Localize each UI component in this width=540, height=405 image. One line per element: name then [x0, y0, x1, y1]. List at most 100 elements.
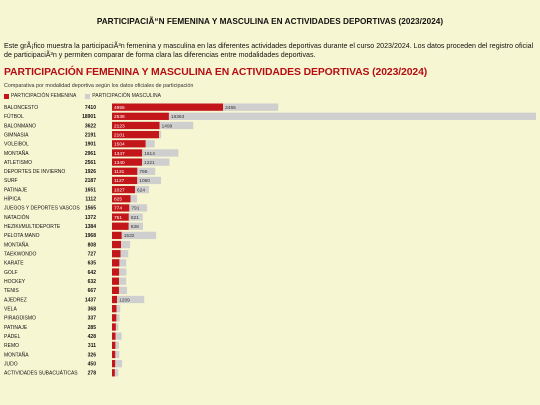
bar-female: [112, 350, 116, 359]
total-label: 285: [88, 325, 97, 331]
bar-female: [112, 240, 122, 249]
category-label: BALONMANO: [4, 123, 36, 129]
category-label: PIRAGÜISMO: [4, 315, 36, 322]
total-label: 1565: [85, 206, 96, 212]
data-label-male: 1499: [162, 123, 173, 129]
bar-female: [112, 369, 115, 377]
category-label: ACTIVIDADES SUBACUÁTICAS: [4, 370, 78, 377]
bar-male: [119, 259, 127, 267]
total-label: 1384: [85, 224, 96, 230]
bar-male: [223, 103, 279, 111]
category-label: JUDO: [4, 361, 18, 367]
category-label: ATLETISMO: [4, 160, 32, 166]
bar-male: [168, 112, 536, 120]
data-label-female: 1131: [114, 169, 125, 175]
bar-female: [112, 268, 120, 276]
bar-female: [112, 359, 116, 368]
data-label-male: 621: [131, 215, 139, 221]
bar-male: [137, 176, 162, 185]
bar-male: [116, 305, 121, 313]
category-label: VELA: [4, 306, 17, 312]
bar-male: [130, 195, 137, 203]
data-label-male: 1221: [144, 160, 155, 166]
bar-female: [112, 103, 224, 111]
data-label-female: 751: [114, 215, 122, 221]
page-title: PARTICIPACIÃ“N FEMENINA Y MASCULINA EN A…: [96, 17, 444, 26]
bar-male: [142, 149, 179, 157]
bar-female: [112, 341, 116, 349]
total-label: 727: [88, 252, 97, 258]
bar-female: [112, 149, 143, 157]
total-label: 311: [88, 343, 96, 349]
total-label: 1651: [85, 187, 96, 193]
bar-female: [112, 185, 136, 194]
bar-male: [115, 350, 120, 359]
data-label-male: 2455: [225, 105, 236, 111]
bar-male: [137, 167, 156, 175]
bar-male: [128, 213, 143, 221]
legend-label-male: PARTICIPACIÓN MASCULINA: [92, 93, 161, 99]
total-label: 2191: [85, 132, 96, 138]
total-label: 642: [88, 270, 97, 276]
bar-female: [112, 286, 119, 294]
bar-male: [116, 314, 120, 322]
bar-female: [112, 140, 146, 148]
data-label-male: 624: [137, 187, 145, 193]
category-label: KARATE: [4, 261, 24, 267]
bar-male: [159, 130, 162, 139]
data-label-male: 16363: [171, 114, 185, 120]
chart-title: PARTICIPACIÓN FEMENINA Y MASCULINA EN AC…: [4, 67, 428, 78]
bar-male: [119, 268, 127, 276]
data-label-male: 1614: [144, 151, 155, 157]
total-label: 667: [88, 288, 97, 294]
bar-female: [112, 332, 116, 340]
total-label: 428: [88, 334, 97, 340]
category-label: TENIS: [4, 288, 19, 294]
bar-male: [135, 185, 150, 194]
category-label: PATINAJE: [4, 325, 28, 331]
legend: PARTICIPACIÓN FEMENINA PARTICIPACIÓN MAS…: [4, 93, 170, 99]
category-label: MONTAÑA: [4, 351, 29, 358]
bar-male: [117, 295, 145, 304]
bar-male: [115, 332, 122, 340]
bar-male: [115, 359, 123, 368]
chart-subtitle: Comparativa por modalidad deportiva segú…: [4, 83, 194, 89]
bar-chart: BALONCESTO 7410 4955 2455 FÚTBOL 18901 2538 163…: [4, 103, 536, 377]
total-label: 2961: [85, 151, 96, 157]
bar-male: [142, 158, 170, 166]
category-label: PELOTA MANO: [4, 233, 40, 239]
bar-female: [112, 130, 160, 139]
total-label: 326: [88, 352, 97, 358]
category-label: GOLF: [4, 270, 18, 276]
data-label-female: 1027: [114, 187, 125, 193]
category-label: PATINAJE: [4, 187, 28, 193]
bar-female: [112, 259, 120, 267]
data-label-female: 2123: [114, 123, 125, 129]
data-label-female: 2538: [114, 114, 125, 120]
bar-male: [115, 341, 119, 349]
bar-female: [112, 204, 130, 212]
total-label: 2187: [85, 178, 96, 184]
category-label: NATACIÓN: [4, 214, 29, 221]
bar-female: [112, 213, 129, 221]
category-label: HOCKEY: [4, 279, 26, 285]
data-label-female: 2101: [114, 132, 125, 138]
bar-female: [112, 112, 169, 120]
data-label-male: 1060: [139, 178, 150, 184]
bar-male: [118, 286, 127, 294]
data-label-female: 1340: [114, 160, 125, 166]
category-label: HÍPICA: [4, 196, 21, 203]
total-label: 1112: [85, 197, 96, 203]
bar-female: [112, 231, 122, 240]
bar-male: [145, 140, 155, 148]
category-label: JUEGOS Y DEPORTES VASCOS: [4, 206, 80, 212]
data-label-male: 1209: [119, 297, 130, 303]
total-label: 18901: [82, 114, 96, 120]
total-label: 337: [88, 316, 97, 322]
total-label: 632: [88, 279, 97, 285]
bar-male: [114, 369, 119, 377]
bar-male: [129, 204, 148, 212]
bar-female: [112, 158, 143, 166]
total-label: 1926: [85, 169, 96, 175]
category-label: TAEKWONDO: [4, 252, 37, 258]
